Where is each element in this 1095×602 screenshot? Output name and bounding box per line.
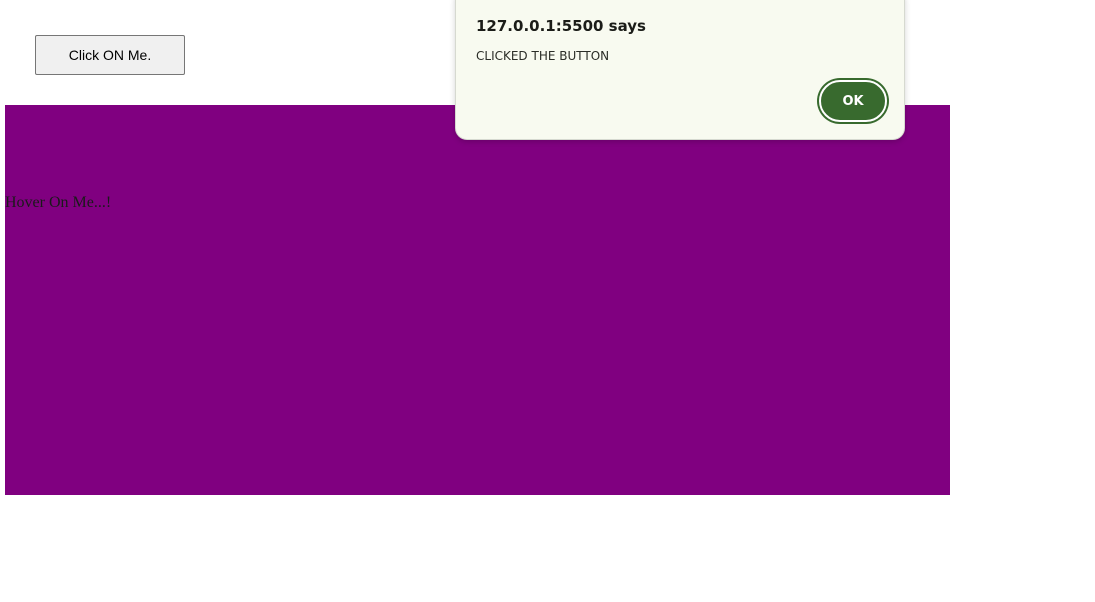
alert-origin-title: 127.0.0.1:5500 says [476, 17, 646, 35]
hover-text: Hover On Me...! [5, 194, 112, 211]
click-on-me-button[interactable]: Click ON Me. [35, 35, 185, 75]
alert-dialog: 127.0.0.1:5500 says CLICKED THE BUTTON O… [455, 0, 905, 140]
hover-box[interactable]: Hover On Me...! [5, 105, 950, 495]
ok-button[interactable]: OK [819, 80, 887, 122]
alert-message: CLICKED THE BUTTON [476, 49, 610, 63]
